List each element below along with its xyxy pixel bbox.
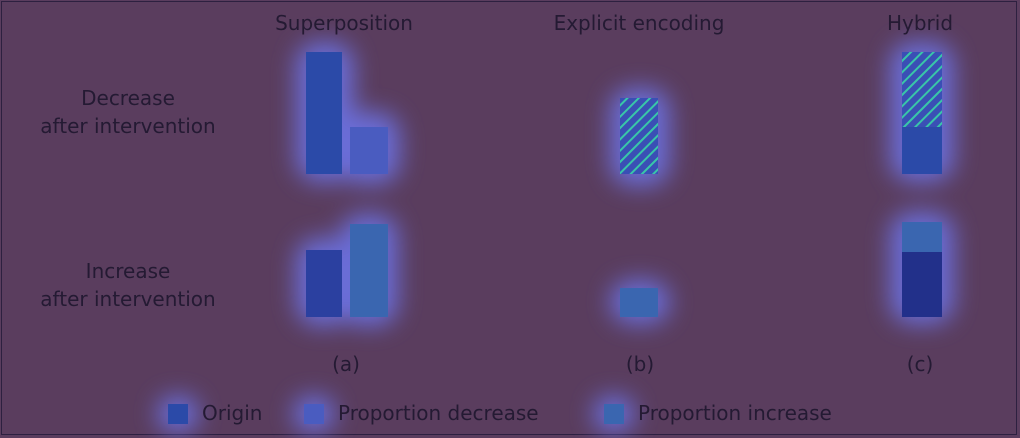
bar-c-increase-origin [902,252,942,317]
bar-b-increase [620,288,658,317]
row-label-decrease: Decrease after intervention [18,84,238,140]
bar-c-decrease-hatched [902,52,942,127]
row-label-decrease-line1: Decrease [81,86,175,110]
bar-a-decrease-origin [306,52,342,174]
caption-c: (c) [906,352,934,376]
row-label-increase-line2: after intervention [40,287,216,311]
bar-a-increase-origin [306,250,342,317]
bar-b-decrease-hatched [620,98,658,174]
caption-b: (b) [625,352,655,376]
row-label-decrease-line2: after intervention [40,114,216,138]
row-label-increase: Increase after intervention [18,257,238,313]
bar-a-increase-proportion [350,224,388,317]
bar-a-decrease-proportion [350,127,388,174]
glow-layer [158,42,954,432]
row-label-increase-line1: Increase [85,259,171,283]
bar-c-decrease-origin [902,127,942,174]
legend-swatch-origin [168,404,188,424]
legend-label-proportion-increase: Proportion increase [638,401,832,425]
column-title-hybrid: Hybrid [886,11,954,35]
bar-c-increase-top [902,222,942,252]
legend-swatch-decrease [304,404,324,424]
column-title-explicit-encoding: Explicit encoding [553,11,725,35]
legend-label-proportion-decrease: Proportion decrease [338,401,539,425]
column-title-superposition: Superposition [275,11,413,35]
legend-swatch-increase [604,404,624,424]
caption-a: (a) [332,352,360,376]
legend-label-origin: Origin [202,401,263,425]
